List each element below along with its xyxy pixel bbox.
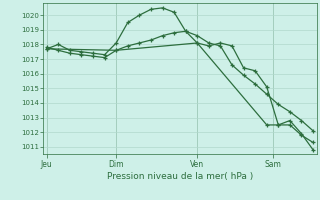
X-axis label: Pression niveau de la mer( hPa ): Pression niveau de la mer( hPa ) [107, 172, 253, 181]
